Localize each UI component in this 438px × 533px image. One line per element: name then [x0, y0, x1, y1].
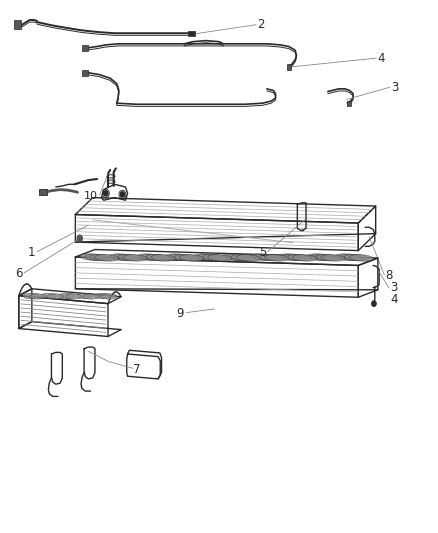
Ellipse shape — [137, 254, 160, 260]
Text: 10: 10 — [84, 191, 98, 201]
Ellipse shape — [23, 293, 39, 298]
Ellipse shape — [41, 293, 57, 298]
Ellipse shape — [47, 294, 64, 299]
Ellipse shape — [95, 255, 119, 261]
Ellipse shape — [198, 254, 222, 261]
Ellipse shape — [170, 254, 194, 261]
Text: 9: 9 — [176, 306, 184, 320]
Text: 2: 2 — [257, 18, 265, 31]
Text: 3: 3 — [391, 81, 398, 94]
Ellipse shape — [85, 254, 109, 261]
FancyBboxPatch shape — [346, 101, 351, 106]
Ellipse shape — [165, 254, 189, 260]
Ellipse shape — [226, 254, 250, 261]
Ellipse shape — [311, 254, 335, 261]
Ellipse shape — [141, 254, 166, 261]
FancyBboxPatch shape — [14, 20, 21, 29]
Ellipse shape — [83, 294, 99, 299]
Ellipse shape — [193, 254, 217, 260]
Ellipse shape — [113, 254, 137, 261]
Ellipse shape — [151, 255, 175, 261]
Text: 1: 1 — [28, 246, 35, 259]
Ellipse shape — [278, 254, 302, 260]
FancyBboxPatch shape — [82, 45, 88, 51]
Ellipse shape — [80, 254, 104, 260]
Ellipse shape — [306, 254, 330, 260]
Ellipse shape — [265, 255, 288, 261]
Ellipse shape — [283, 254, 307, 261]
Circle shape — [372, 301, 376, 306]
Ellipse shape — [76, 293, 93, 298]
Ellipse shape — [339, 254, 364, 261]
Ellipse shape — [236, 255, 260, 261]
Ellipse shape — [344, 254, 368, 261]
Text: 4: 4 — [390, 293, 398, 306]
Ellipse shape — [231, 254, 255, 261]
Text: 4: 4 — [378, 52, 385, 64]
Ellipse shape — [29, 294, 46, 299]
Ellipse shape — [90, 254, 114, 261]
Ellipse shape — [203, 254, 227, 261]
Ellipse shape — [335, 254, 359, 260]
Ellipse shape — [101, 294, 117, 299]
Ellipse shape — [350, 255, 373, 261]
Ellipse shape — [208, 255, 232, 261]
Ellipse shape — [222, 254, 245, 260]
Ellipse shape — [288, 254, 312, 261]
Ellipse shape — [321, 255, 345, 261]
Ellipse shape — [180, 255, 204, 261]
Ellipse shape — [94, 293, 111, 298]
Circle shape — [104, 191, 108, 196]
Ellipse shape — [254, 254, 279, 261]
Ellipse shape — [65, 294, 81, 299]
Ellipse shape — [316, 254, 340, 261]
Ellipse shape — [123, 255, 147, 261]
Ellipse shape — [146, 254, 170, 261]
Text: 6: 6 — [15, 268, 22, 280]
Text: 8: 8 — [386, 269, 393, 282]
Ellipse shape — [58, 293, 75, 298]
Circle shape — [77, 235, 82, 241]
Ellipse shape — [108, 254, 132, 260]
Ellipse shape — [250, 254, 274, 260]
Ellipse shape — [175, 254, 198, 261]
FancyBboxPatch shape — [82, 70, 88, 76]
FancyBboxPatch shape — [287, 64, 291, 70]
Text: 5: 5 — [258, 246, 266, 259]
FancyBboxPatch shape — [187, 31, 195, 36]
Ellipse shape — [293, 255, 317, 261]
FancyBboxPatch shape — [39, 189, 47, 195]
Text: 7: 7 — [133, 364, 141, 376]
Text: 3: 3 — [390, 281, 397, 294]
Ellipse shape — [118, 254, 142, 261]
Ellipse shape — [260, 254, 283, 261]
Circle shape — [120, 192, 124, 197]
